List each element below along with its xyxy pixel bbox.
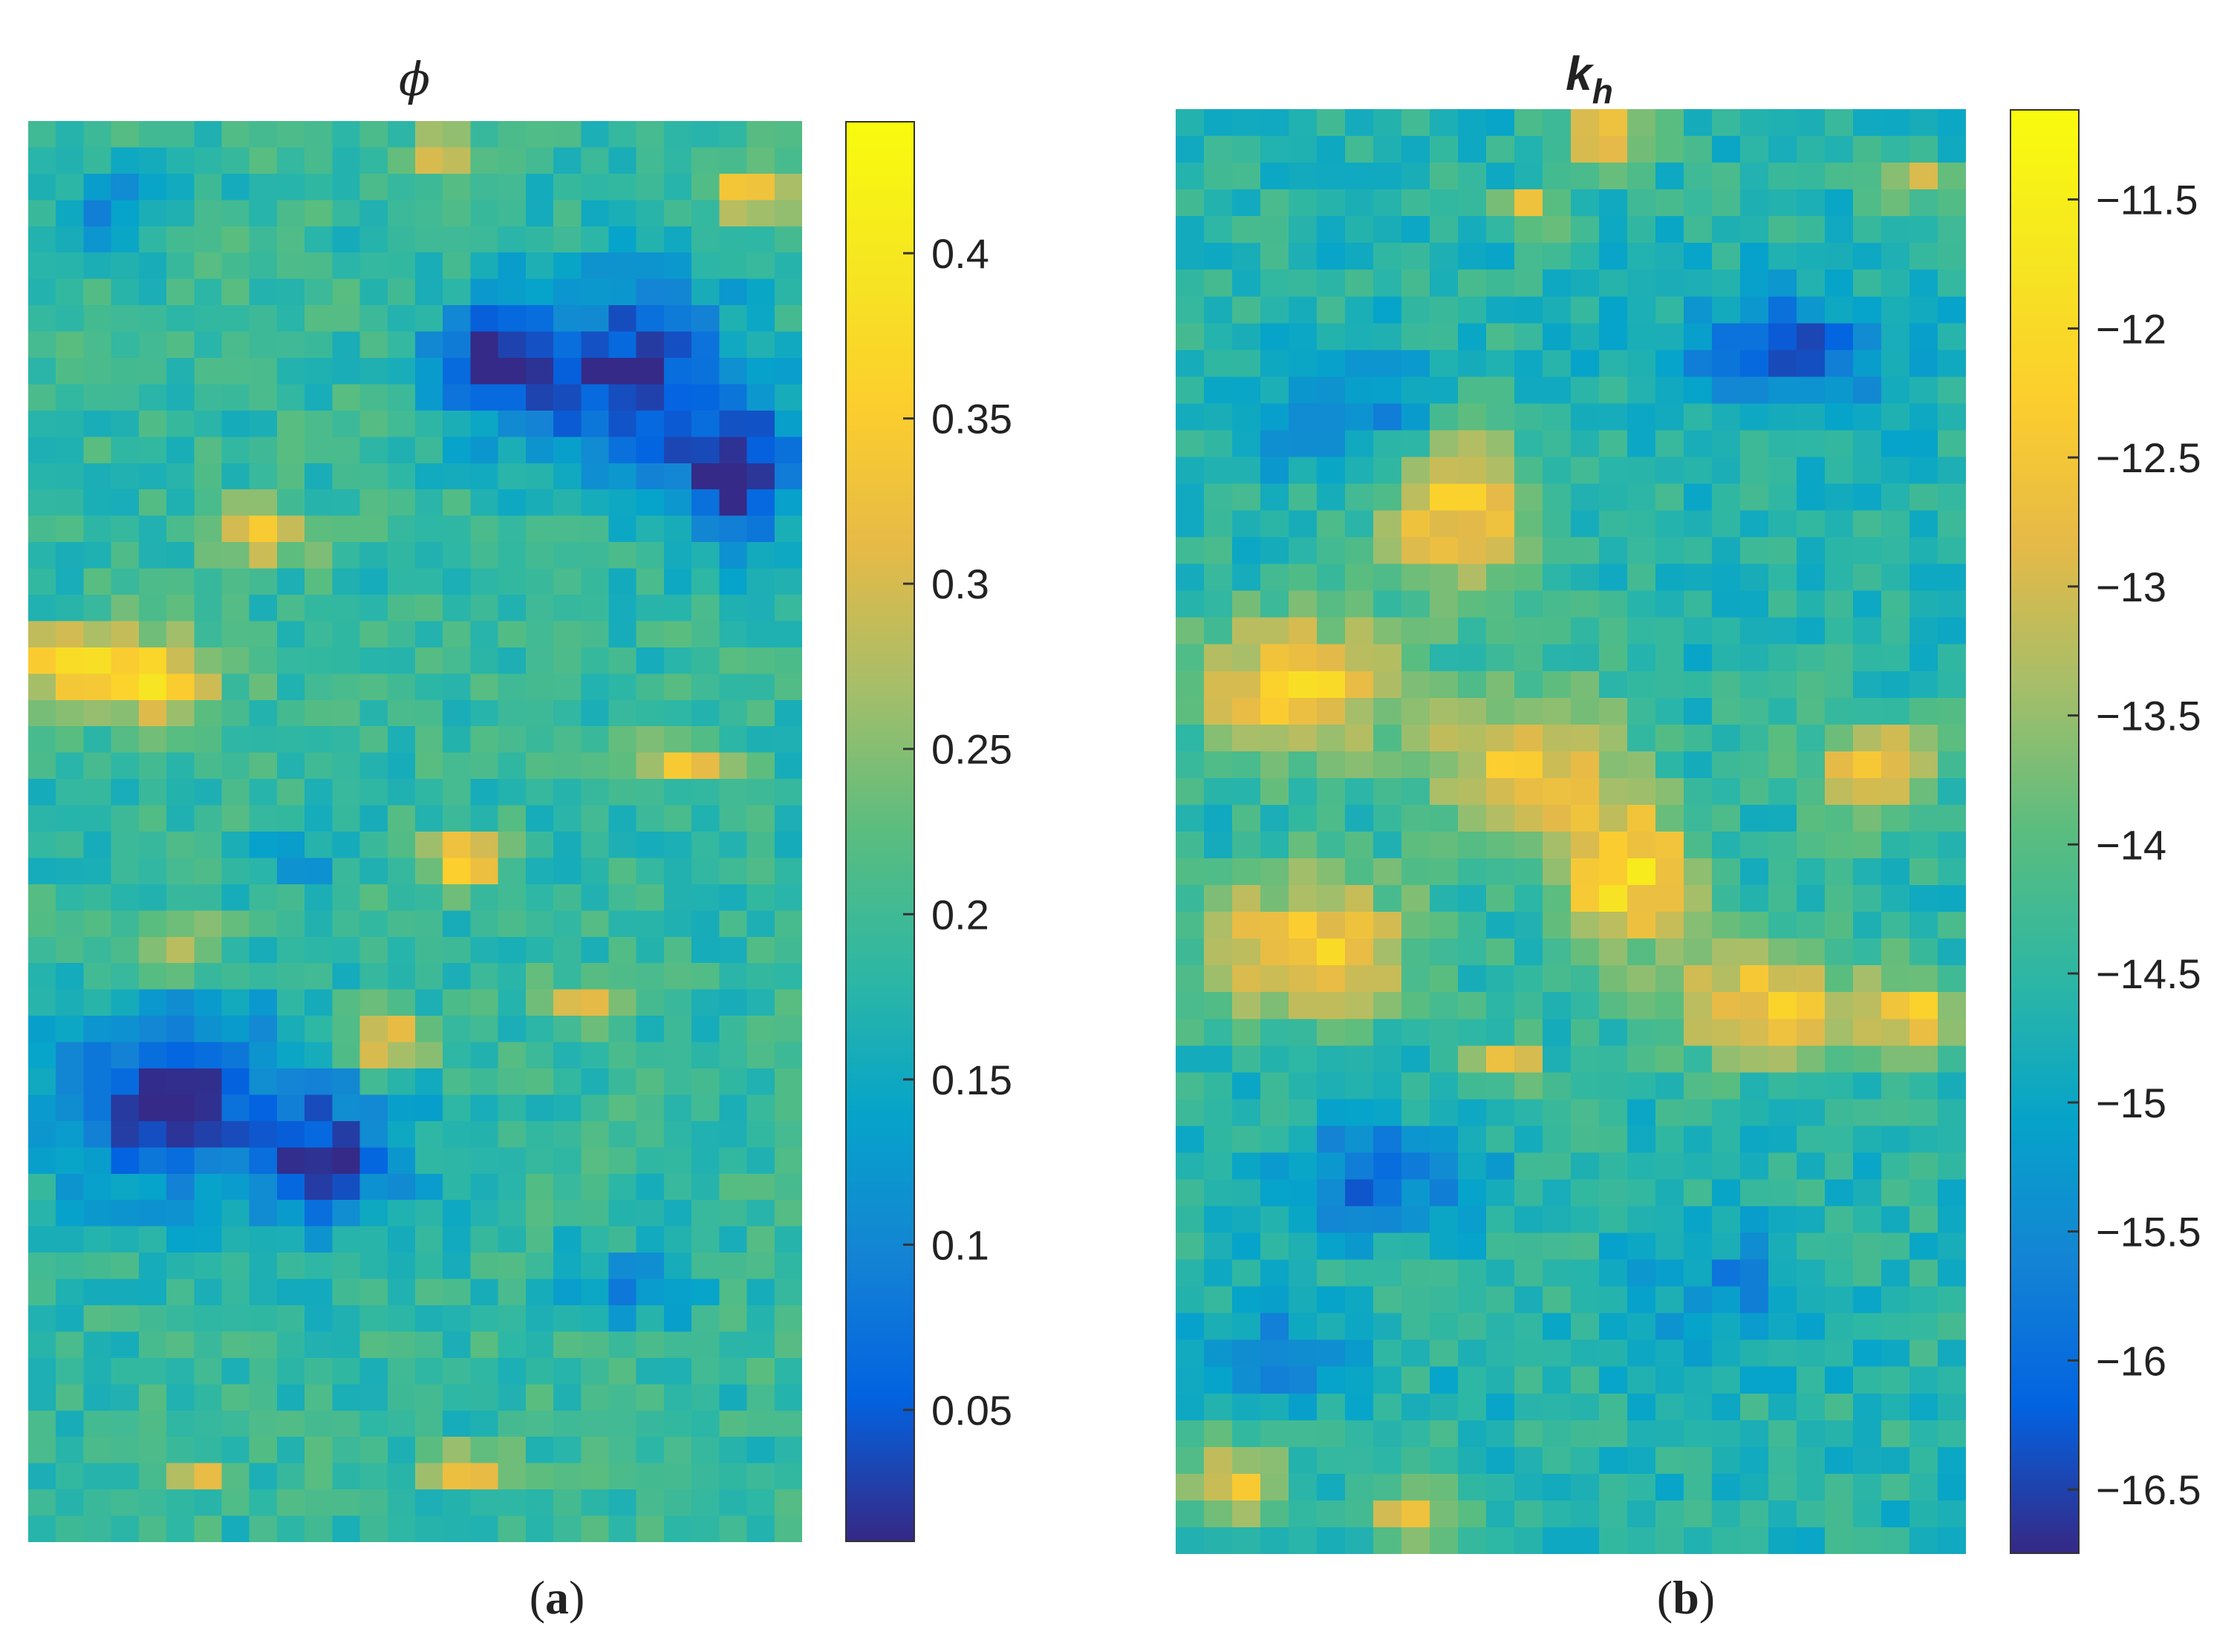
porosity-colorbar-ticks: 0.05 0.1 0.15 0.2 0.25 0.3 0.35 0.4 xyxy=(903,230,1012,1434)
colorbar-tick-label: 0.15 xyxy=(931,1057,1012,1103)
panel-b-caption: (b) xyxy=(1656,1571,1716,1624)
colorbar-tick-label: −14.5 xyxy=(2096,950,2201,997)
permeability-colorbar xyxy=(2010,109,2080,1554)
colorbar-tick-label: −13 xyxy=(2096,564,2166,610)
colorbar-tick-label: −11.5 xyxy=(2096,177,2198,223)
colorbar-tick-label: 0.3 xyxy=(931,561,989,607)
colorbar-tick-label: 0.2 xyxy=(931,891,989,938)
panel-a-caption: (a) xyxy=(529,1571,585,1624)
colorbar-tick-label: −14 xyxy=(2096,821,2166,868)
colorbar-tick-label: −15.5 xyxy=(2096,1209,2201,1256)
permeability-title: kh xyxy=(1515,46,1664,111)
colorbar-tick-label: 0.25 xyxy=(931,726,1012,773)
porosity-heatmap xyxy=(28,121,802,1542)
colorbar-tick-label: −16 xyxy=(2096,1337,2166,1384)
permeability-title-symbol: k xyxy=(1566,47,1592,100)
colorbar-tick-label: −12.5 xyxy=(2096,434,2201,481)
permeability-title-subscript: h xyxy=(1592,72,1613,111)
colorbar-tick-label: −12 xyxy=(2096,305,2166,352)
porosity-colorbar xyxy=(845,121,915,1542)
permeability-colorbar-ticks: −16.5 −16 −15.5 −15 −14.5 −14 −13.5 −13 −12.5 −12… xyxy=(2068,177,2201,1513)
colorbar-tick-label: 0.35 xyxy=(931,396,1012,443)
colorbar-tick-label: −16.5 xyxy=(2096,1466,2201,1513)
colorbar-tick-label: 0.4 xyxy=(931,230,989,277)
colorbar-tick-label: 0.05 xyxy=(931,1387,1012,1434)
colorbar-tick-label: −15 xyxy=(2096,1080,2166,1126)
colorbar-tick-label: −13.5 xyxy=(2096,693,2201,740)
porosity-title: ϕ xyxy=(398,52,431,106)
colorbar-tick-label: 0.1 xyxy=(931,1221,989,1268)
permeability-heatmap xyxy=(1176,109,1966,1554)
